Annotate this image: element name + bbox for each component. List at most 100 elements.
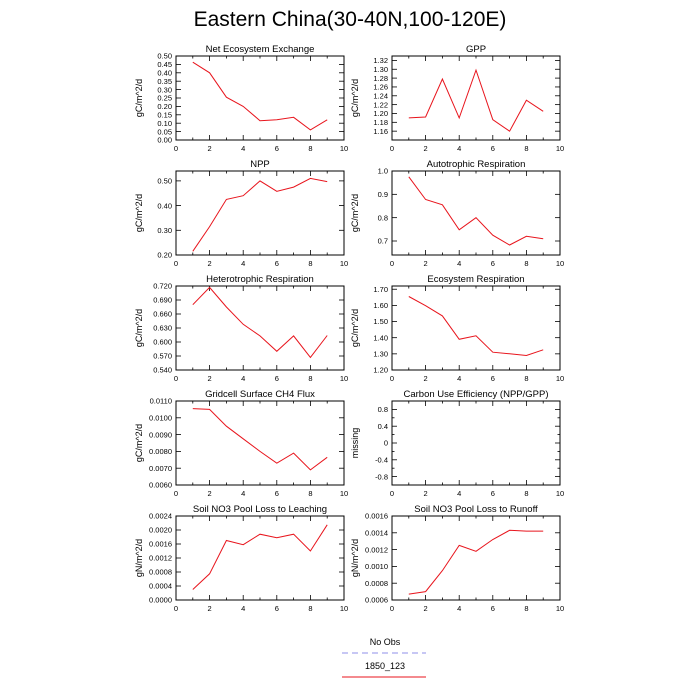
legend: No Obs 1850_123 [342, 637, 426, 678]
y-tick-label: 0.0016 [149, 540, 172, 549]
y-tick-label: 0.40 [157, 69, 172, 78]
y-tick-label: 0.7 [378, 237, 388, 246]
y-tick-label: 1.32 [373, 56, 388, 65]
y-tick-label: 1.30 [373, 65, 388, 74]
y-tick-label: -0.8 [375, 472, 388, 481]
panel-3: NPP gC/m^2/d 0 2 4 6 8 10 0.20 0.30 0.40 0.50 [134, 159, 348, 268]
y-tick-label: 0.0080 [149, 447, 172, 456]
panel-title: Carbon Use Efficiency (NPP/GPP) [403, 389, 548, 400]
y-tick-label: 0.0008 [149, 568, 172, 577]
panel-7: Gridcell Surface CH4 Flux gC/m^2/d 0 2 4 6 8 10… [134, 389, 348, 498]
series-line [192, 61, 328, 131]
x-tick-label: 10 [556, 259, 564, 268]
x-tick-label: 10 [340, 374, 348, 383]
y-tick-label: 0.20 [157, 102, 172, 111]
y-tick-label: 0.0110 [150, 397, 172, 406]
x-tick-label: 0 [174, 489, 178, 498]
y-tick-label: 0.00 [157, 136, 172, 145]
y-tick-label: 0.45 [157, 60, 172, 69]
y-tick-label: 0.15 [157, 111, 172, 120]
y-axis-label: gC/m^2/d [350, 194, 360, 232]
x-tick-label: 0 [390, 374, 394, 383]
x-tick-label: 8 [524, 604, 528, 613]
x-tick-label: 2 [208, 489, 212, 498]
y-tick-label: 0.8 [378, 405, 388, 414]
x-tick-label: 4 [241, 604, 245, 613]
y-tick-label: 1.18 [373, 118, 388, 127]
x-tick-label: 6 [275, 144, 279, 153]
x-tick-label: 10 [340, 489, 348, 498]
y-tick-label: 0.600 [153, 338, 172, 347]
y-tick-label: 0.0060 [149, 481, 172, 490]
plot-frame [175, 515, 345, 601]
x-tick-label: 10 [556, 489, 564, 498]
x-tick-label: 0 [390, 489, 394, 498]
y-tick-label: 0.40 [157, 201, 172, 210]
x-tick-label: 2 [424, 489, 428, 498]
x-tick-label: 4 [457, 374, 461, 383]
series-line [192, 408, 328, 471]
y-tick-label: 1.16 [373, 127, 388, 136]
x-tick-label: 10 [340, 604, 348, 613]
y-axis-label: gC/m^2/d [134, 194, 144, 232]
y-tick-label: 1.60 [373, 301, 388, 310]
y-tick-label: 0.0070 [149, 464, 172, 473]
panel-1: Net Ecosystem Exchange gC/m^2/d 0 2 4 6 8 10 0.0… [134, 44, 348, 153]
y-tick-label: 0.10 [157, 119, 172, 128]
y-tick-label: 1.70 [373, 285, 388, 294]
x-tick-label: 4 [241, 489, 245, 498]
x-tick-label: 6 [275, 374, 279, 383]
y-axis-label: gC/m^2/d [350, 79, 360, 117]
x-tick-label: 10 [556, 374, 564, 383]
x-tick-label: 6 [491, 144, 495, 153]
panel-9: Soil NO3 Pool Loss to Leaching gN/m^2/d 0 2… [134, 504, 348, 613]
x-tick-label: 10 [340, 144, 348, 153]
plot-frame [175, 400, 345, 486]
series-line [408, 529, 544, 595]
y-tick-label: 0.0006 [365, 596, 388, 605]
panel-10: Soil NO3 Pool Loss to Runoff gN/m^2/d 0 2 4 6… [350, 504, 564, 613]
y-tick-label: 0.630 [153, 324, 172, 333]
y-tick-label: 0.4 [378, 422, 388, 431]
y-tick-label: 0.0012 [149, 554, 172, 563]
x-tick-label: 8 [308, 489, 312, 498]
panel-title: Gridcell Surface CH4 Flux [205, 389, 315, 400]
y-axis-label: gC/m^2/d [134, 424, 144, 462]
x-tick-label: 4 [457, 604, 461, 613]
y-tick-label: 0.0014 [365, 529, 388, 538]
x-tick-label: 6 [491, 489, 495, 498]
y-tick-label: 0.50 [157, 52, 172, 61]
y-axis-label: gN/m^2/d [350, 539, 360, 577]
plot-frame [391, 285, 561, 371]
x-tick-label: 6 [275, 489, 279, 498]
x-tick-label: 4 [241, 259, 245, 268]
y-axis-label: missing [350, 428, 360, 459]
panel-6: Ecosystem Respiration gC/m^2/d 0 2 4 6 8 10 1.20… [350, 274, 564, 383]
panel-title: Ecosystem Respiration [427, 274, 524, 285]
y-tick-label: 0.05 [157, 127, 172, 136]
x-tick-label: 2 [208, 604, 212, 613]
x-tick-label: 10 [556, 144, 564, 153]
x-tick-label: 6 [275, 604, 279, 613]
x-tick-label: 0 [174, 604, 178, 613]
panel-title: Heterotrophic Respiration [206, 274, 314, 285]
y-tick-label: 0.0004 [149, 582, 172, 591]
y-tick-label: 0.0000 [149, 596, 172, 605]
legend-label: No Obs [370, 637, 401, 647]
panel-title: Net Ecosystem Exchange [206, 44, 315, 55]
x-tick-label: 2 [424, 259, 428, 268]
legend-label: 1850_123 [365, 661, 405, 671]
y-tick-label: 0 [384, 439, 388, 448]
y-tick-label: 1.20 [373, 109, 388, 118]
plot-frame [175, 55, 345, 141]
x-tick-label: 4 [241, 374, 245, 383]
series-line [408, 176, 544, 246]
y-tick-label: 0.20 [157, 251, 172, 260]
y-axis-label: gN/m^2/d [134, 539, 144, 577]
y-tick-label: 0.9 [378, 190, 388, 199]
y-tick-label: 0.0020 [149, 526, 172, 535]
x-tick-label: 2 [208, 144, 212, 153]
x-tick-label: 2 [424, 144, 428, 153]
y-tick-label: 1.24 [373, 91, 388, 100]
